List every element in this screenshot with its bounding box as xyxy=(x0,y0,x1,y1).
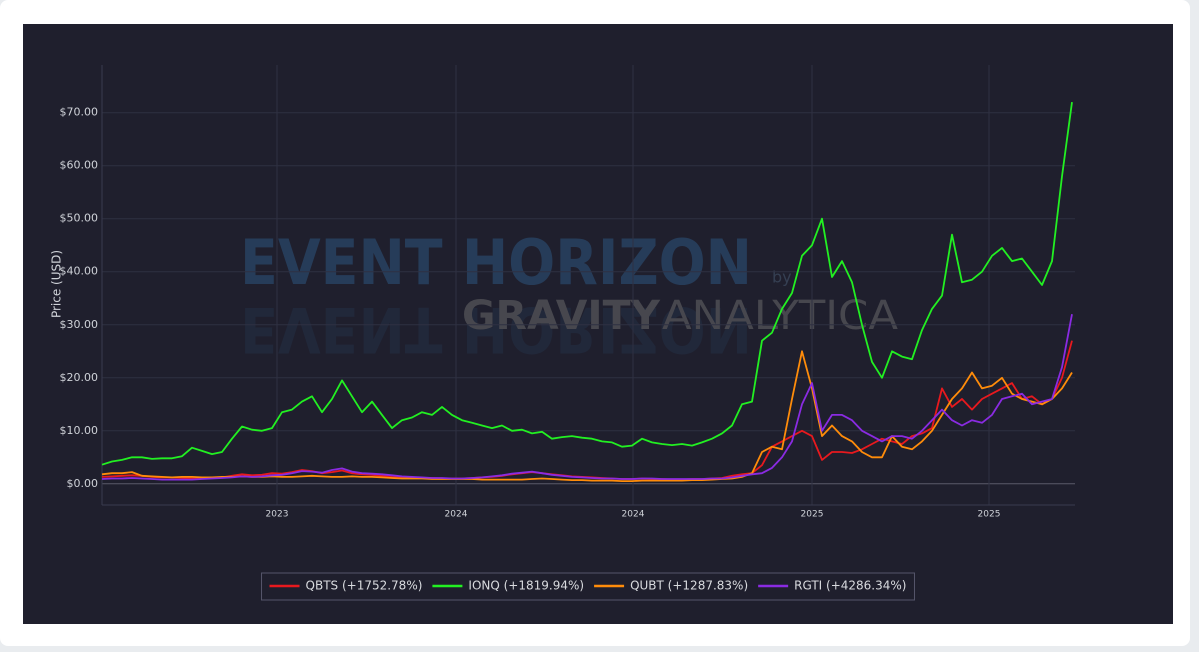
legend-box xyxy=(261,572,915,601)
x-tick-label: 2023 xyxy=(266,510,289,520)
y-tick-label: $30.00 xyxy=(60,318,99,331)
x-tick-label: 2024 xyxy=(445,510,468,520)
y-tick-label: $50.00 xyxy=(60,212,99,225)
legend-label: RGTI (+4286.34%) xyxy=(794,579,906,593)
series-line xyxy=(101,101,1073,466)
watermark: EVENT HORIZON EVENT HORIZON by GRAVITY A… xyxy=(240,226,899,366)
y-tick-label: $40.00 xyxy=(60,265,99,278)
watermark-by: by xyxy=(772,268,792,287)
legend-label: QUBT (+1287.83%) xyxy=(630,579,748,593)
watermark-title: EVENT HORIZON xyxy=(240,226,752,299)
y-tick-label: $70.00 xyxy=(60,106,99,119)
x-tick-label: 2025 xyxy=(978,510,1001,520)
y-tick-label: $60.00 xyxy=(60,159,99,172)
watermark-reflection: EVENT HORIZON xyxy=(240,293,752,366)
legend-label: IONQ (+1819.94%) xyxy=(468,579,584,593)
x-tick-label: 2024 xyxy=(622,510,645,520)
y-axis-title: Price (USD) xyxy=(50,250,64,318)
y-tick-label: $10.00 xyxy=(60,424,99,437)
legend: QBTS (+1752.78%) IONQ (+1819.94%) QUBT (+1… xyxy=(261,572,915,601)
x-tick-label: 2025 xyxy=(801,510,824,520)
y-tick-label: $0.00 xyxy=(67,477,99,490)
series-line xyxy=(101,314,1073,481)
y-tick-label: $20.00 xyxy=(60,371,99,384)
watermark-brand: GRAVITY xyxy=(462,293,661,339)
legend-label: QBTS (+1752.78%) xyxy=(306,579,423,593)
plot-background xyxy=(23,24,1173,624)
